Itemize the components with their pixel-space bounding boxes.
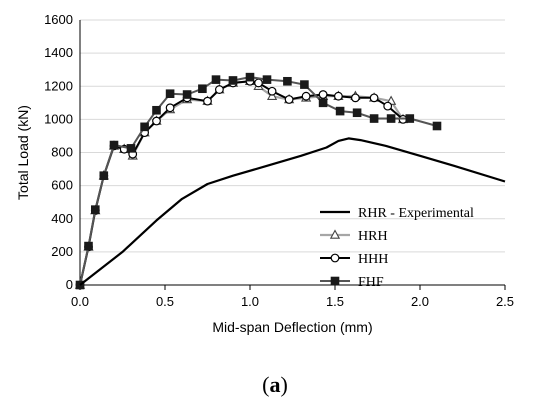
point-marker: [245, 72, 255, 82]
x-tick-label: 2.0: [411, 294, 429, 309]
load-deflection-chart: 0 200 400 600 800 1000 1200 1400 1600 0.0 0.5 1.0 1.…: [15, 12, 514, 335]
y-tick-label: 0: [66, 277, 73, 292]
legend-item-0: RHR - Experimental: [320, 206, 474, 221]
point-marker: [214, 85, 224, 94]
point-marker: [318, 90, 328, 99]
caption-open: (: [262, 372, 270, 397]
legend-label: HHH: [358, 252, 388, 267]
point-marker: [228, 76, 238, 85]
y-tick-label: 400: [51, 211, 73, 226]
x-tick-label: 0.5: [156, 294, 174, 309]
y-tick-label: 1200: [44, 78, 73, 93]
point-marker: [152, 105, 161, 115]
point-marker: [318, 98, 328, 108]
point-marker: [165, 103, 175, 113]
legend-label: HRH: [358, 229, 388, 244]
series-0: [79, 137, 506, 286]
point-marker: [99, 171, 109, 180]
y-tick-label: 1600: [44, 12, 73, 27]
point-marker: [330, 253, 340, 263]
point-marker: [198, 84, 207, 94]
figure-caption: (a): [0, 372, 550, 398]
point-marker: [335, 106, 345, 116]
axes: [79, 20, 506, 290]
point-marker: [329, 229, 341, 239]
legend: RHR - Experimental HRH HHH FHF: [320, 206, 474, 290]
y-tick-label: 1000: [44, 111, 73, 126]
series-3: [75, 72, 442, 290]
point-marker: [152, 116, 161, 126]
point-marker: [383, 101, 393, 111]
point-marker: [330, 276, 340, 286]
point-marker: [284, 95, 294, 104]
point-marker: [165, 89, 175, 99]
point-marker: [351, 93, 360, 103]
legend-label: FHF: [358, 275, 384, 290]
point-marker: [301, 91, 311, 101]
point-marker: [211, 75, 221, 84]
y-tick-label: 600: [51, 178, 73, 193]
point-marker: [84, 241, 93, 251]
x-tick-label: 2.5: [496, 294, 514, 309]
point-marker: [405, 114, 415, 123]
legend-label: RHR - Experimental: [358, 206, 474, 221]
point-marker: [91, 205, 100, 214]
x-axis-title: Mid-span Deflection (mm): [212, 319, 372, 335]
point-marker: [369, 114, 379, 123]
point-marker: [300, 80, 309, 89]
x-tick-label: 0.0: [71, 294, 89, 309]
tick-labels: 0 200 400 600 800 1000 1200 1400 1600 0.0 0.5 1.0 1.…: [44, 12, 514, 309]
point-marker: [182, 90, 192, 99]
series-line: [79, 137, 506, 286]
point-marker: [369, 93, 379, 103]
point-marker: [267, 86, 277, 96]
point-marker: [126, 144, 136, 153]
point-marker: [283, 76, 292, 86]
point-marker: [262, 75, 272, 84]
point-marker: [254, 78, 263, 88]
y-axis-title: Total Load (kN): [15, 105, 31, 200]
caption-letter: a: [269, 372, 281, 397]
series-layer: [74, 72, 506, 290]
legend-item-3: FHF: [320, 275, 384, 290]
point-marker: [109, 140, 119, 150]
x-tick-label: 1.5: [326, 294, 344, 309]
caption-close: ): [280, 372, 288, 397]
y-tick-label: 800: [51, 145, 73, 160]
point-marker: [432, 121, 442, 131]
y-tick-label: 1400: [44, 45, 73, 60]
point-marker: [334, 91, 343, 101]
point-marker: [203, 96, 212, 106]
legend-item-1: HRH: [320, 229, 388, 244]
legend-item-2: HHH: [320, 252, 388, 267]
y-tick-label: 200: [51, 244, 73, 259]
point-marker: [352, 108, 362, 118]
point-marker: [140, 122, 149, 132]
x-tick-label: 1.0: [241, 294, 259, 309]
point-marker: [386, 114, 396, 123]
